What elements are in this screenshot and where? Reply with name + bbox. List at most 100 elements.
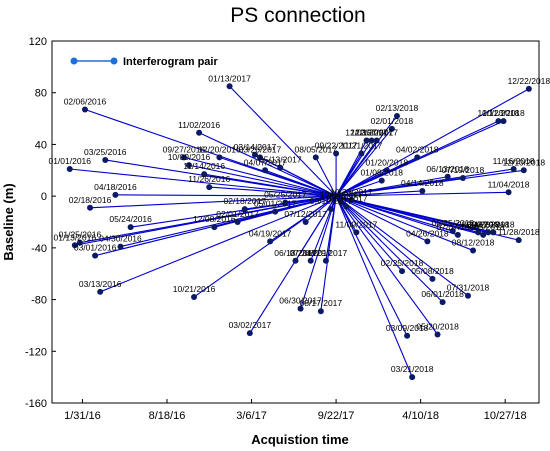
data-point	[71, 242, 78, 249]
data-point	[348, 197, 355, 204]
point-label: 04/14/2018	[401, 178, 444, 188]
connection-line	[336, 191, 509, 197]
point-label: 08/17/2017	[300, 298, 343, 308]
data-point	[399, 268, 406, 275]
data-point	[373, 137, 380, 144]
data-point	[262, 167, 269, 174]
point-label: 03/02/2017	[229, 320, 272, 330]
data-point	[226, 83, 233, 90]
point-label: 01/13/2017	[208, 73, 251, 83]
data-point	[211, 224, 218, 231]
data-point	[282, 199, 289, 206]
legend: Interferogram pair	[70, 56, 218, 68]
connection-line	[335, 140, 373, 197]
point-label: 02/01/2017	[216, 209, 259, 219]
point-label: 07/07/2018	[437, 222, 480, 232]
point-label: 09/22/2017	[315, 140, 358, 150]
data-point	[246, 330, 253, 337]
data-point	[388, 125, 395, 132]
point-label: 07/12/2017	[284, 209, 327, 219]
data-point	[454, 231, 461, 238]
point-label: 04/19/2017	[249, 228, 292, 238]
data-point	[191, 293, 198, 300]
data-point	[241, 206, 248, 213]
data-point	[81, 106, 88, 113]
point-label: 09/10/2017	[310, 196, 353, 206]
data-point	[383, 167, 390, 174]
data-point	[515, 237, 522, 244]
point-label: 12/08/2016	[193, 214, 236, 224]
x-tick-label: 1/31/16	[64, 410, 101, 422]
connection-line	[325, 196, 337, 261]
data-point	[185, 162, 192, 169]
point-label: 08/29/2017	[305, 248, 348, 258]
plot-area	[51, 40, 540, 404]
data-point	[180, 154, 187, 161]
data-point	[87, 204, 94, 211]
data-point	[434, 331, 441, 338]
x-tick-label: 3/6/17	[236, 410, 267, 422]
point-label: 04/30/2016	[99, 234, 142, 244]
point-label: 12/27/2017	[355, 128, 398, 138]
point-label: 11/09/2017	[335, 219, 377, 229]
legend-marker-left	[70, 57, 78, 65]
point-label: 10/21/2016	[173, 284, 216, 294]
connection-line	[336, 169, 524, 197]
data-point	[485, 229, 492, 236]
data-point	[505, 189, 512, 196]
point-label: 02/13/2018	[376, 103, 419, 113]
connection-line	[305, 195, 337, 223]
data-point	[251, 151, 258, 158]
data-point	[495, 118, 502, 125]
connection-line	[204, 173, 337, 197]
data-point	[322, 257, 329, 264]
data-point	[520, 167, 527, 174]
point-label: 05/25/2017	[264, 190, 307, 200]
data-point	[470, 247, 477, 254]
data-point	[449, 228, 456, 235]
point-label: 03/13/2016	[79, 279, 122, 289]
point-label: 03/09/2018	[386, 323, 429, 333]
data-point	[475, 229, 482, 236]
point-label: 02/06/2016	[64, 97, 107, 107]
y-tick-label: -80	[31, 295, 47, 307]
point-label: 11/04/2018	[488, 179, 530, 189]
point-label: 05/20/2018	[416, 321, 459, 331]
point-label: 05/01/2017	[254, 199, 297, 209]
point-label: 03/25/2016	[84, 147, 127, 157]
point-label: 11/14/2016	[183, 161, 225, 171]
x-tick-label: 10/27/18	[484, 410, 527, 422]
point-label: 12/15/2017	[350, 128, 393, 138]
data-point	[302, 219, 309, 225]
y-tick-label: -120	[25, 346, 47, 358]
connection-line	[209, 186, 337, 197]
point-label: 12/10/2018	[503, 157, 546, 167]
point-label: 10/09/2016	[168, 152, 211, 162]
point-label: 04/26/2018	[406, 228, 449, 238]
data-point	[216, 154, 223, 161]
point-label: 11/26/2016	[188, 174, 230, 184]
point-label: 02/01/2018	[371, 116, 414, 126]
y-tick-label: 0	[41, 191, 47, 203]
connection-line	[335, 180, 382, 197]
point-label: 10/04/2017	[320, 190, 363, 200]
data-point	[127, 224, 134, 231]
y-tick-label: -160	[25, 398, 47, 410]
point-label: 12/22/2018	[508, 76, 550, 86]
point-label: 06/25/2018	[431, 218, 474, 228]
point-label: 03/21/2018	[391, 364, 434, 374]
point-label: 04/18/2016	[94, 182, 137, 192]
point-label: 10/23/2018	[482, 108, 525, 118]
connection-line	[335, 195, 408, 337]
data-point	[343, 203, 350, 210]
connection-line	[335, 195, 469, 297]
data-point	[429, 275, 436, 282]
data-point	[112, 191, 119, 198]
data-point	[480, 231, 487, 238]
point-label: 06/30/2017	[279, 296, 322, 306]
data-point	[97, 288, 104, 295]
point-label: 06/01/2018	[421, 289, 464, 299]
data-point	[328, 206, 335, 213]
hub-point	[333, 193, 340, 200]
